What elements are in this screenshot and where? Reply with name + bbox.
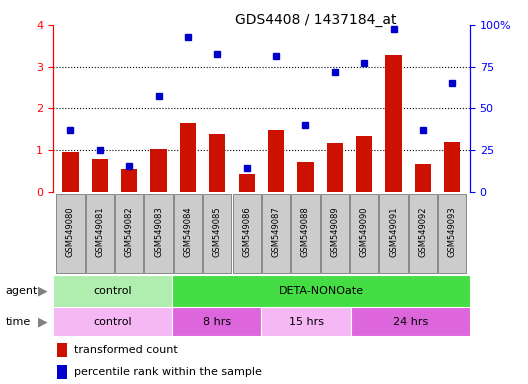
Text: 8 hrs: 8 hrs	[203, 316, 231, 327]
FancyBboxPatch shape	[56, 194, 84, 273]
Bar	[57, 343, 68, 357]
Text: GSM549088: GSM549088	[301, 206, 310, 257]
FancyBboxPatch shape	[291, 194, 319, 273]
Bar	[239, 174, 254, 192]
Bar	[53, 307, 172, 336]
FancyBboxPatch shape	[438, 194, 466, 273]
Text: GSM549090: GSM549090	[360, 206, 369, 257]
Bar	[327, 143, 343, 192]
Text: transformed count: transformed count	[74, 345, 177, 355]
Bar	[209, 134, 225, 192]
Text: GSM549082: GSM549082	[125, 206, 134, 257]
Bar	[172, 307, 261, 336]
FancyBboxPatch shape	[174, 194, 202, 273]
FancyBboxPatch shape	[350, 194, 378, 273]
Bar	[297, 162, 314, 192]
Text: ▶: ▶	[38, 315, 48, 328]
Text: time: time	[5, 316, 31, 327]
Text: GSM549080: GSM549080	[66, 206, 75, 257]
Text: DETA-NONOate: DETA-NONOate	[278, 286, 363, 296]
Text: control: control	[93, 316, 131, 327]
Bar	[121, 169, 137, 192]
Bar	[415, 164, 431, 192]
Text: GSM549084: GSM549084	[183, 206, 192, 257]
Text: 15 hrs: 15 hrs	[288, 316, 324, 327]
Bar	[150, 149, 167, 192]
Bar	[268, 130, 284, 192]
Text: ▶: ▶	[38, 285, 48, 297]
FancyBboxPatch shape	[232, 194, 261, 273]
Text: GSM549087: GSM549087	[271, 206, 280, 257]
Text: control: control	[93, 286, 131, 296]
Text: percentile rank within the sample: percentile rank within the sample	[74, 367, 261, 377]
Bar	[172, 275, 470, 307]
Text: 24 hrs: 24 hrs	[393, 316, 428, 327]
Text: agent: agent	[5, 286, 37, 296]
Text: GSM549093: GSM549093	[448, 206, 457, 257]
Bar	[444, 142, 460, 192]
FancyBboxPatch shape	[262, 194, 290, 273]
Text: GSM549085: GSM549085	[213, 206, 222, 257]
Bar	[53, 275, 172, 307]
Bar	[356, 136, 372, 192]
Text: GSM549086: GSM549086	[242, 206, 251, 257]
FancyBboxPatch shape	[203, 194, 231, 273]
Bar	[261, 307, 351, 336]
Text: GSM549081: GSM549081	[95, 206, 105, 257]
Text: GDS4408 / 1437184_at: GDS4408 / 1437184_at	[235, 13, 397, 27]
FancyBboxPatch shape	[380, 194, 408, 273]
Text: GSM549092: GSM549092	[418, 206, 428, 257]
Bar	[385, 55, 402, 192]
Bar	[57, 365, 68, 379]
Text: GSM549083: GSM549083	[154, 206, 163, 257]
FancyBboxPatch shape	[145, 194, 173, 273]
Text: GSM549089: GSM549089	[331, 206, 340, 257]
FancyBboxPatch shape	[86, 194, 114, 273]
Bar	[351, 307, 470, 336]
Text: GSM549091: GSM549091	[389, 206, 398, 257]
FancyBboxPatch shape	[409, 194, 437, 273]
Bar	[92, 159, 108, 192]
Bar	[180, 123, 196, 192]
Bar	[62, 152, 79, 192]
FancyBboxPatch shape	[320, 194, 349, 273]
FancyBboxPatch shape	[115, 194, 143, 273]
